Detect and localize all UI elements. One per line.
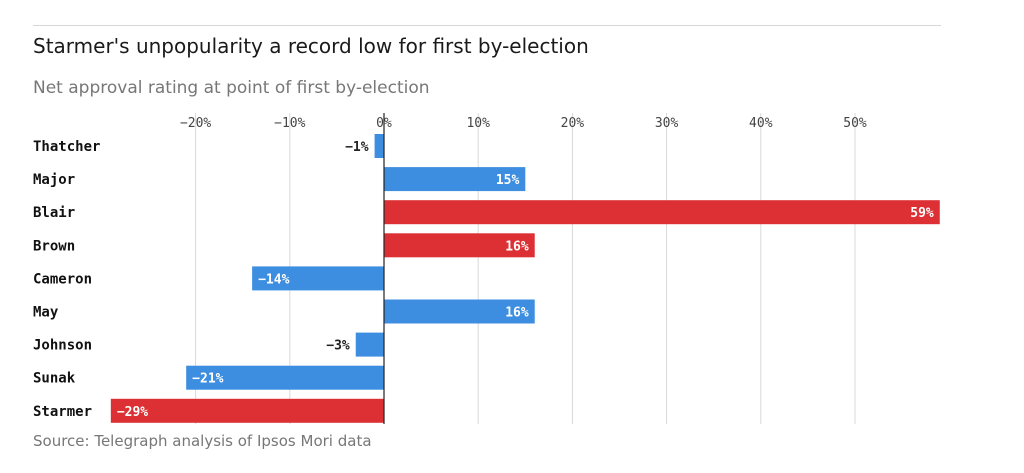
value-label-4: −14% [258, 272, 289, 287]
chart-title: Starmer's unpopularity a record low for … [33, 34, 589, 58]
chart-subtitle: Net approval rating at point of first by… [33, 78, 430, 98]
x-tick-label-1: −10% [274, 116, 305, 131]
x-tick-label-5: 30% [655, 116, 679, 131]
category-label-2: Blair [33, 205, 75, 221]
value-label-3: 16% [505, 239, 529, 254]
x-tick-label-6: 40% [749, 116, 773, 131]
category-label-4: Cameron [33, 271, 92, 287]
category-label-1: Major [33, 172, 75, 188]
value-label-5: 16% [505, 306, 529, 321]
x-tick-label-7: 50% [843, 116, 867, 131]
bar-2 [384, 200, 940, 225]
bar-6 [355, 332, 384, 357]
value-label-1: 15% [496, 173, 520, 188]
bar-1 [384, 167, 526, 192]
bar-5 [384, 299, 535, 324]
value-label-2: 59% [910, 206, 934, 221]
chart-source: Source: Telegraph analysis of Ipsos Mori… [33, 432, 372, 450]
category-label-0: Thatcher [33, 139, 100, 155]
category-label-5: May [33, 305, 59, 321]
category-label-8: Starmer [33, 404, 92, 420]
value-label-6: −3% [326, 339, 350, 354]
category-label-6: Johnson [33, 338, 92, 354]
x-tick-label-4: 20% [561, 116, 585, 131]
bar-0 [374, 134, 384, 158]
bar-7 [186, 365, 384, 390]
bar-4 [252, 266, 384, 291]
top-divider [33, 25, 941, 26]
bar-3 [384, 233, 535, 258]
value-label-7: −21% [192, 372, 223, 387]
category-label-3: Brown [33, 238, 75, 254]
category-label-7: Sunak [33, 371, 76, 387]
value-label-8: −29% [117, 405, 148, 420]
x-tick-label-3: 10% [466, 116, 490, 131]
bar-8 [110, 398, 384, 423]
x-tick-label-0: −20% [180, 116, 211, 131]
value-label-0: −1% [345, 140, 369, 155]
